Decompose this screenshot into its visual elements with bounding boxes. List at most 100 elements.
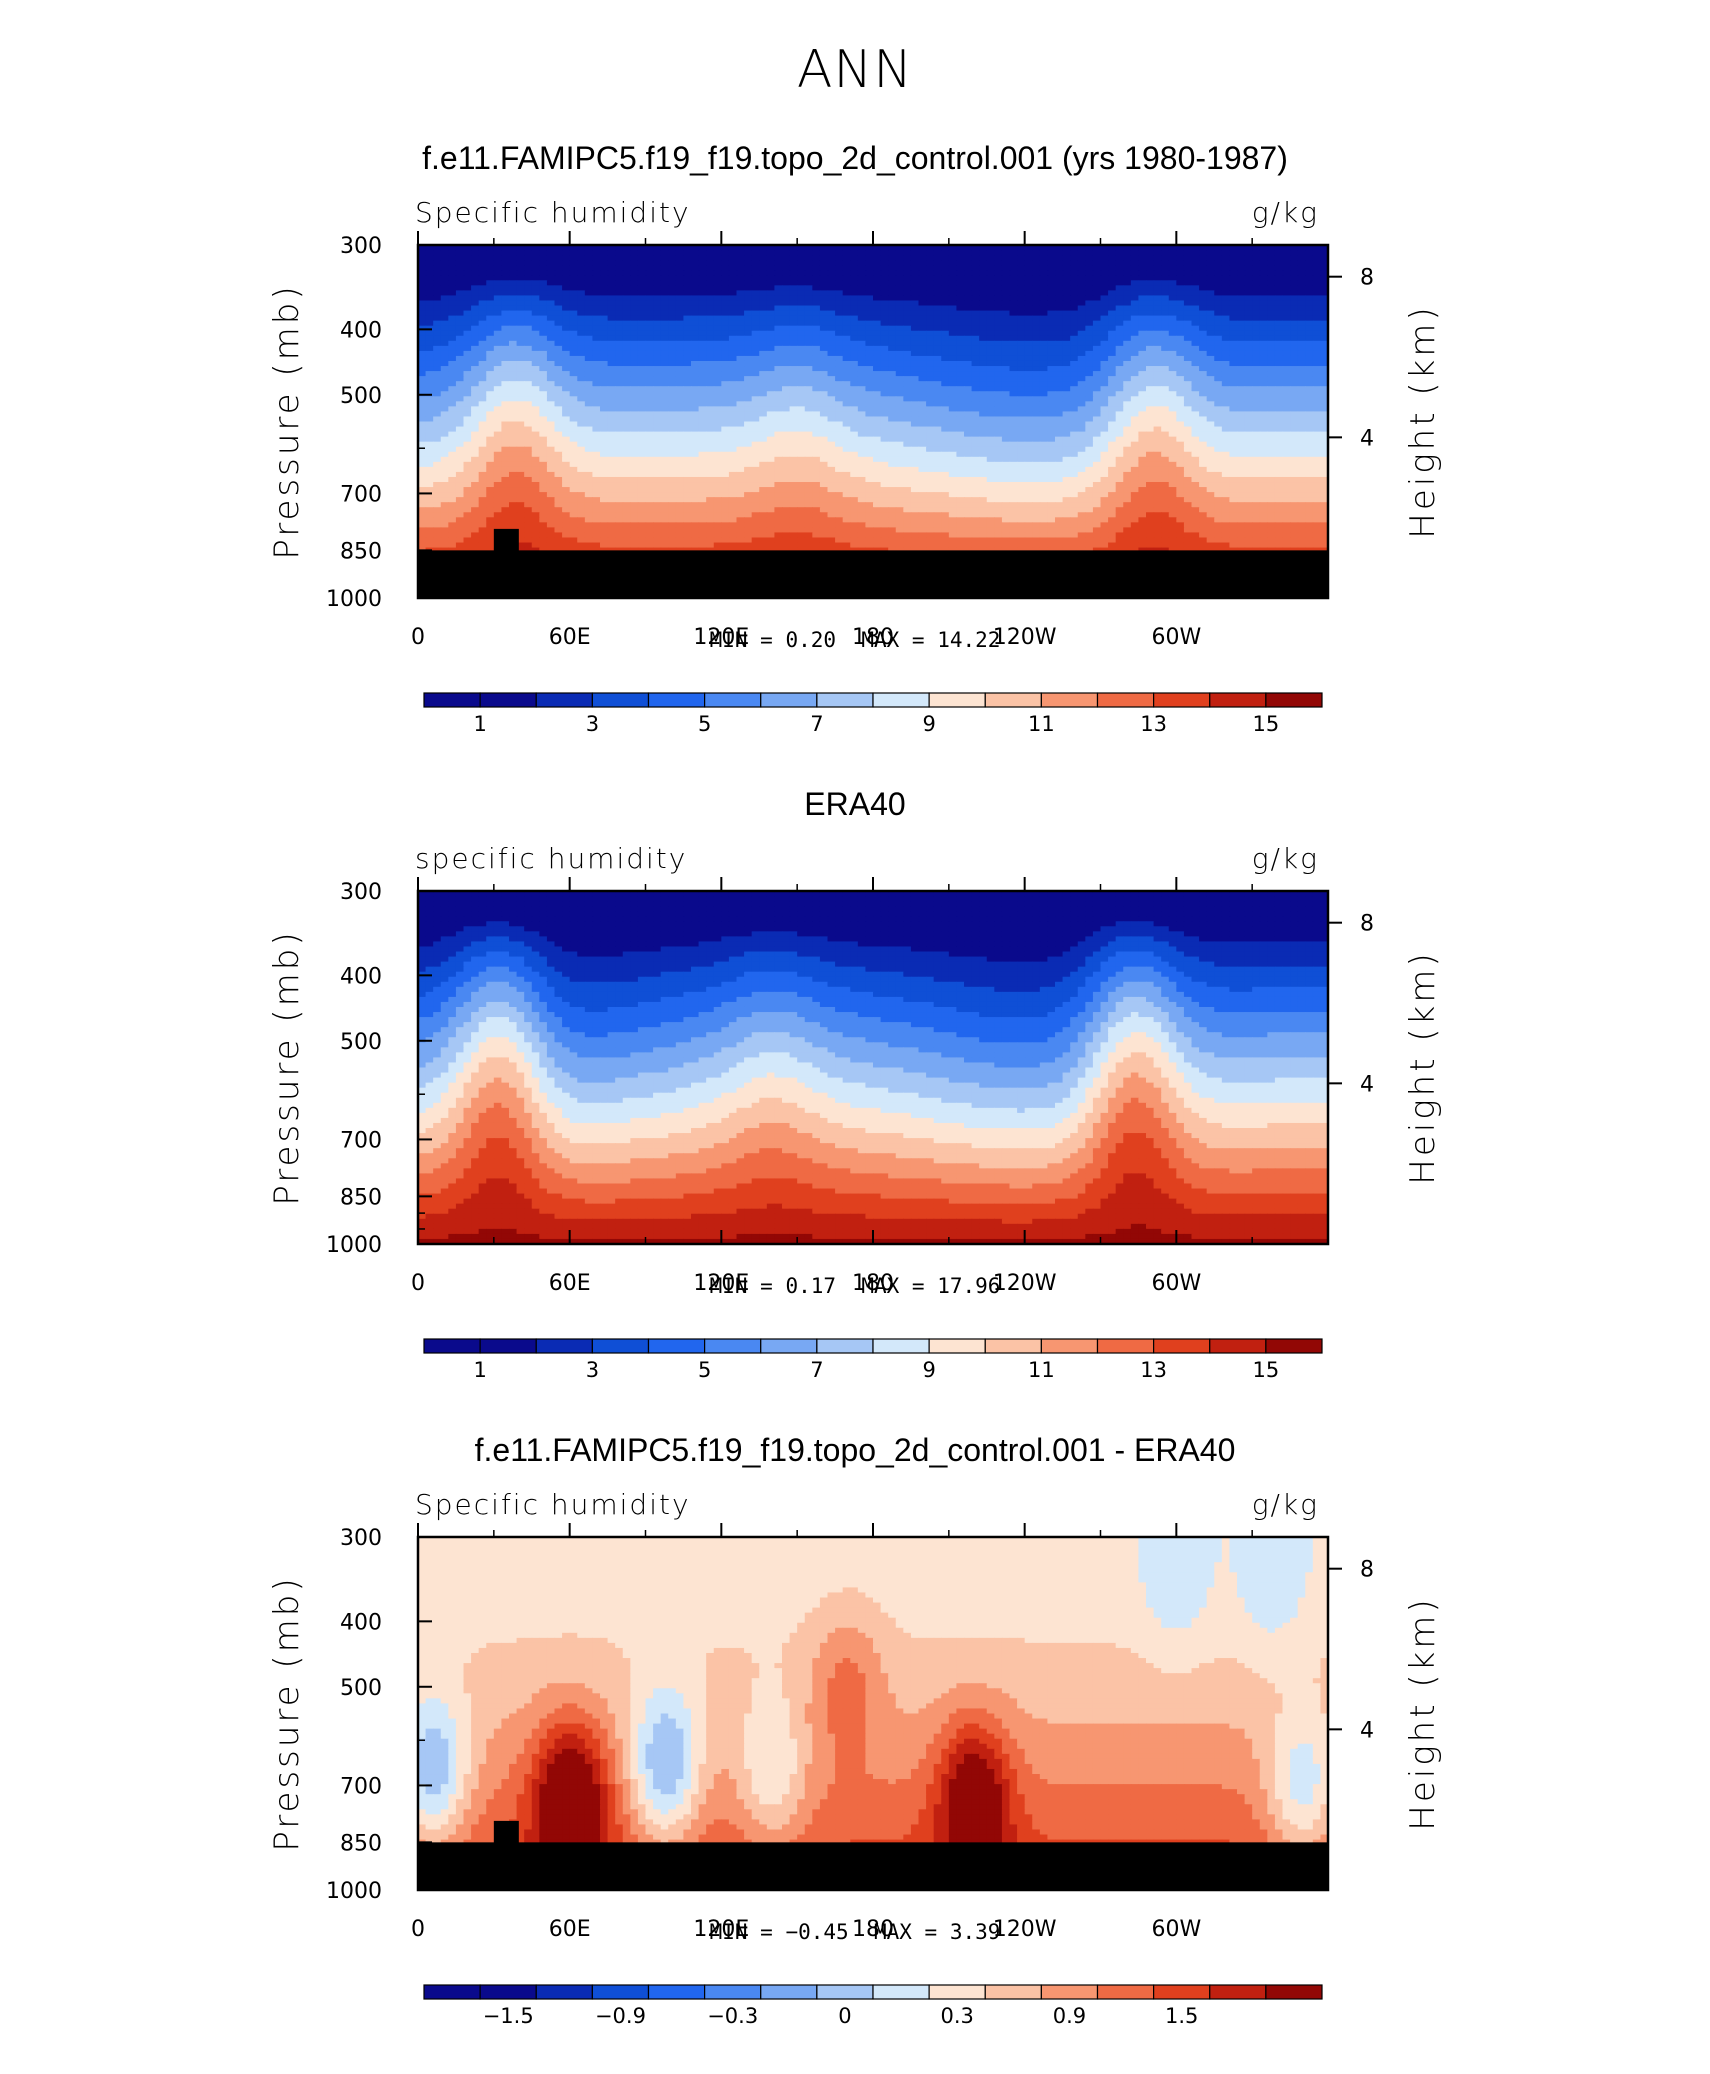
x-tick-label: 120E [693, 1271, 749, 1296]
plot-svg: 300 400 500 700 850 1000 8 4 0 60E 120E 180 120W 60W P… [267, 1523, 1443, 2028]
colorbar-label: −1.5 [483, 2004, 534, 2028]
height-tick-label: 8 [1360, 1558, 1374, 1583]
colorbar-label: 5 [698, 712, 711, 736]
panel-model: f.e11.FAMIPC5.f19_f19.topo_2d_control.00… [0, 140, 1710, 780]
y-axis-label: Pressure (mb) [267, 283, 307, 559]
colorbar-swatch [1153, 1338, 1211, 1354]
y-axis-label: Pressure (mb) [267, 1575, 307, 1851]
colorbar-swatch [816, 1984, 874, 2000]
y-tick-label: 300 [340, 234, 382, 259]
colorbar-label: 0 [838, 2004, 851, 2028]
colorbar-swatch [1153, 692, 1211, 708]
y-tick-label: 850 [340, 1185, 382, 1210]
units-label: g/kg [1252, 196, 1319, 229]
x-tick-label: 60E [549, 1917, 591, 1942]
colorbar-label: 1.5 [1165, 2004, 1198, 2028]
min-max-readout: MIN = −0.45 MAX = 3.39 [0, 1920, 1710, 1944]
colorbar-label: 5 [698, 1358, 711, 1382]
colorbar-swatch [872, 1338, 930, 1354]
colorbar-swatch [816, 692, 874, 708]
y-tick-label: 1000 [326, 1233, 382, 1258]
colorbar-swatch [1265, 692, 1323, 708]
y-tick-label: 500 [340, 1676, 382, 1701]
y-tick-label: 500 [340, 1030, 382, 1055]
x-tick-label: 0 [411, 1917, 425, 1942]
min-label: MIN = [710, 628, 773, 652]
colorbar-swatch [1265, 1338, 1323, 1354]
colorbar-label: 13 [1140, 712, 1167, 736]
colorbar-swatch [760, 692, 818, 708]
y-tick-label: 400 [340, 1610, 382, 1635]
max-value: 14.22 [937, 628, 1000, 652]
max-value: 3.39 [950, 1920, 1001, 1944]
colorbar-swatch [984, 1338, 1042, 1354]
colorbar-swatch [704, 1984, 762, 2000]
colorbar-swatch [816, 1338, 874, 1354]
colorbar-swatch [1096, 1984, 1155, 2000]
topography-peak [493, 528, 519, 552]
y-tick-label: 700 [340, 1774, 382, 1799]
min-value: −0.45 [785, 1920, 848, 1944]
colorbar-label: 15 [1253, 1358, 1280, 1382]
panel-title: f.e11.FAMIPC5.f19_f19.topo_2d_control.00… [0, 1432, 1710, 1469]
y-axis-label: Pressure (mb) [267, 929, 307, 1205]
colorbar-swatch [872, 1984, 930, 2000]
panel-difference: f.e11.FAMIPC5.f19_f19.topo_2d_control.00… [0, 1432, 1710, 2072]
y-tick-label: 850 [340, 1831, 382, 1856]
colorbar-swatch [535, 1338, 593, 1354]
colorbar-swatch [535, 692, 593, 708]
y-tick-label: 1000 [326, 1879, 382, 1904]
x-tick-label: 0 [411, 625, 425, 650]
colorbar-label: 3 [586, 712, 599, 736]
colorbar-swatch [647, 1984, 706, 2000]
min-max-readout: MIN = 0.17 MAX = 17.96 [0, 1274, 1710, 1298]
x-tick-label: 60W [1151, 625, 1201, 650]
max-label: MAX = [861, 628, 924, 652]
x-tick-label: 180 [852, 625, 894, 650]
colorbar: 1 3 5 7 9 11 13 15 [423, 692, 1323, 736]
colorbar-label: −0.3 [707, 2004, 758, 2028]
plot-svg: 300 400 500 700 850 1000 8 4 0 60E 120E 180 120W 60W P… [267, 877, 1443, 1382]
colorbar-swatch [479, 1338, 537, 1354]
x-tick-label: 180 [852, 1917, 894, 1942]
x-tick-label: 120E [693, 1917, 749, 1942]
min-value: 0.20 [785, 628, 836, 652]
plot-svg: 300 400 500 700 850 1000 8 4 0 60E 120E 180 120W 60W P… [267, 231, 1443, 736]
x-tick-label: 60E [549, 1271, 591, 1296]
colorbar-label: 15 [1253, 712, 1280, 736]
x-tick-label: 180 [852, 1271, 894, 1296]
colorbar-swatch [1265, 1984, 1323, 2000]
contour-field [418, 245, 1329, 599]
contour-field [418, 891, 1329, 1245]
colorbar-label: 11 [1028, 1358, 1055, 1382]
topography-peak [493, 1820, 519, 1844]
x-tick-label: 120E [693, 625, 749, 650]
colorbar-label: 0.9 [1053, 2004, 1086, 2028]
colorbar: 1 3 5 7 9 11 13 15 [423, 1338, 1323, 1382]
colorbar-swatch [928, 1338, 986, 1354]
y-tick-label: 700 [340, 482, 382, 507]
y-tick-label: 700 [340, 1128, 382, 1153]
colorbar-swatch [704, 692, 762, 708]
colorbar-swatch [1209, 1984, 1267, 2000]
x-tick-label: 60W [1151, 1917, 1201, 1942]
y-tick-label: 400 [340, 318, 382, 343]
height-tick-label: 4 [1360, 1072, 1374, 1097]
panel-title: f.e11.FAMIPC5.f19_f19.topo_2d_control.00… [0, 140, 1710, 177]
colorbar-label: 7 [810, 712, 823, 736]
colorbar-swatch [704, 1338, 762, 1354]
colorbar-label: 9 [922, 712, 935, 736]
min-max-readout: MIN = 0.20 MAX = 14.22 [0, 628, 1710, 652]
max-label: MAX = [874, 1920, 937, 1944]
variable-label: Specific humidity [415, 1488, 691, 1521]
y-tick-label: 300 [340, 880, 382, 905]
colorbar-label: 1 [473, 712, 486, 736]
colorbar-label: 3 [586, 1358, 599, 1382]
x-tick-label: 0 [411, 1271, 425, 1296]
x-tick-label: 60E [549, 625, 591, 650]
colorbar-swatch [591, 692, 650, 708]
colorbar-swatch [984, 692, 1042, 708]
colorbar-label: −0.9 [595, 2004, 646, 2028]
y-tick-label: 850 [340, 539, 382, 564]
height-tick-label: 4 [1360, 426, 1374, 451]
